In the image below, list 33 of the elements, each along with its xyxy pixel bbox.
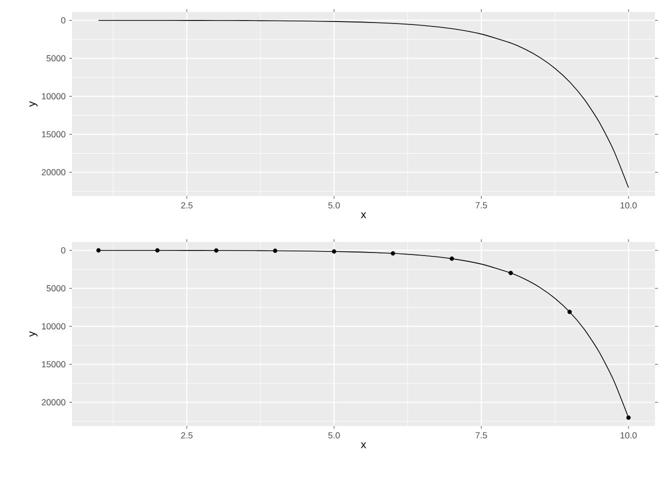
x-axis-title: x: [360, 442, 366, 448]
x-axis-title: x: [360, 212, 366, 218]
x-tick-label: 10.0: [620, 202, 637, 208]
y-tick-label: 10000: [42, 323, 66, 330]
point: [567, 310, 572, 314]
y-axis-title: y: [29, 331, 38, 337]
point: [390, 251, 396, 256]
point: [214, 248, 218, 253]
y-axis-title: y: [29, 101, 38, 107]
point: [508, 270, 513, 276]
point: [96, 248, 101, 253]
x-tick-label: 2.5: [181, 202, 193, 208]
x-tick-label: 5.0: [328, 432, 340, 438]
y-tick-label: 15000: [42, 361, 66, 368]
y-tick-label: 0: [61, 17, 66, 24]
point: [155, 248, 160, 253]
x-tick-label: 5.0: [328, 202, 340, 208]
x-tick-label: 7.5: [476, 432, 487, 438]
y-tick-label: 5000: [46, 55, 66, 62]
y-tick-label: 5000: [46, 285, 66, 292]
y-tick-label: 20000: [42, 399, 66, 406]
point: [450, 256, 454, 261]
x-tick-label: 7.5: [476, 202, 487, 208]
point: [272, 248, 278, 253]
y-tick-label: 10000: [42, 93, 66, 100]
line-series: [98, 20, 629, 188]
point: [626, 415, 631, 420]
y-tick-label: 0: [61, 247, 66, 254]
y-tick-label: 20000: [42, 169, 66, 176]
y-tick-label: 15000: [42, 131, 66, 138]
point: [332, 249, 336, 254]
x-tick-label: 10.0: [620, 432, 637, 438]
x-tick-label: 2.5: [181, 432, 193, 438]
